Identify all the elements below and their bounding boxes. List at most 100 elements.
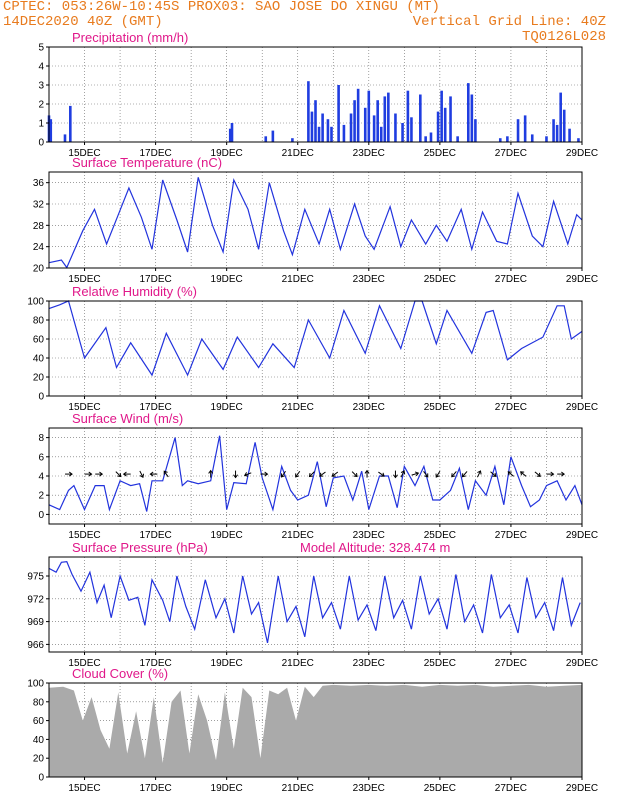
- wind-arrow: [122, 471, 131, 477]
- precip-bar: [317, 126, 321, 142]
- header-line1: CPTEC: 053:26W-10:45S PROX03: SAO JOSE D…: [3, 0, 440, 15]
- y-tick-label: 100: [27, 679, 44, 690]
- wind-arrow: [65, 471, 73, 477]
- wind-arrow: [95, 471, 104, 477]
- precip-bar: [230, 123, 234, 142]
- y-tick-label: 1: [38, 119, 44, 130]
- x-tick-label: 25DEC: [424, 274, 456, 285]
- cloud-area: [49, 684, 582, 777]
- y-tick-label: 4: [38, 472, 44, 483]
- precip-bar: [376, 100, 379, 142]
- precip-bar: [379, 126, 383, 142]
- precip-bar: [466, 83, 470, 142]
- precip-bar: [552, 119, 555, 142]
- precip-bar: [545, 136, 548, 142]
- x-tick-label: 29DEC: [566, 658, 598, 669]
- x-tick-label: 25DEC: [424, 530, 456, 541]
- header-grid-line: Vertical Grid Line: 40Z: [412, 14, 606, 30]
- wind-arrow: [163, 470, 169, 478]
- x-tick-label: 23DEC: [353, 658, 385, 669]
- precip-bar: [383, 96, 387, 142]
- wind-arrow: [520, 471, 527, 477]
- x-tick-label: 17DEC: [139, 783, 171, 794]
- precip-bar: [342, 124, 346, 142]
- x-tick-label: 27DEC: [495, 530, 527, 541]
- x-tick-label: 19DEC: [211, 402, 243, 413]
- x-tick-label: 25DEC: [424, 402, 456, 413]
- precip-bar: [363, 107, 367, 142]
- x-tick-label: 23DEC: [353, 274, 385, 285]
- panel-cloud: 0 20 40 60 80 100 15DEC 17DEC 19DEC 21DEC 23DEC 25D…: [27, 666, 598, 794]
- precip-bar: [410, 117, 413, 142]
- x-tick-label: 19DEC: [211, 148, 243, 159]
- wind-arrow: [461, 471, 468, 478]
- precip-bar: [307, 81, 310, 142]
- y-tick-label: 60: [33, 335, 45, 346]
- x-tick-label: 15DEC: [68, 402, 100, 413]
- y-tick-label: 0: [38, 510, 44, 521]
- wind-arrow: [435, 470, 441, 478]
- panel-frame: [48, 300, 583, 397]
- wind-arrow: [546, 471, 555, 477]
- x-tick-label: 17DEC: [139, 530, 171, 541]
- precip-bar: [470, 94, 474, 142]
- wind-arrow: [149, 471, 158, 477]
- y-tick-label: 2: [38, 100, 44, 111]
- wind-line: [48, 435, 583, 512]
- precip-bar: [456, 136, 459, 142]
- precip-bar: [419, 94, 422, 142]
- precip-bar: [449, 96, 452, 142]
- precip-bar: [330, 126, 333, 142]
- wind-arrow: [233, 470, 239, 479]
- y-tick-label: 28: [33, 221, 45, 232]
- x-tick-label: 25DEC: [424, 783, 456, 794]
- x-tick-label: 21DEC: [282, 530, 314, 541]
- rh-line: [48, 300, 583, 377]
- wind-arrow: [534, 471, 541, 477]
- wind-arrow: [476, 470, 482, 478]
- x-tick-label: 21DEC: [282, 274, 314, 285]
- y-tick-label: 3: [38, 81, 44, 92]
- y-tick-label: 0: [38, 138, 44, 149]
- precip-bar: [429, 132, 433, 142]
- precip-bar: [69, 105, 72, 142]
- y-tick-label: 0: [38, 773, 44, 784]
- precip-bar: [577, 138, 580, 142]
- x-tick-label: 29DEC: [566, 530, 598, 541]
- y-tick-label: 975: [27, 572, 44, 583]
- y-tick-label: 2: [38, 491, 44, 502]
- x-tick-label: 27DEC: [495, 658, 527, 669]
- header-run-id: TQ0126L028: [521, 29, 606, 45]
- x-tick-label: 21DEC: [282, 658, 314, 669]
- precip-bar: [63, 134, 67, 142]
- precip-bar: [387, 92, 390, 142]
- y-tick-label: 20: [33, 373, 45, 384]
- y-tick-label: 966: [27, 640, 44, 651]
- header-date: 14DEC2020 40Z (GMT): [3, 14, 163, 30]
- x-tick-label: 15DEC: [68, 658, 100, 669]
- wind-arrow: [139, 470, 145, 478]
- y-tick-label: 100: [27, 297, 44, 308]
- wind-arrow: [451, 471, 457, 478]
- panel-title: Cloud Cover (%): [72, 666, 168, 681]
- panel-title: Relative Humidity (%): [72, 284, 197, 299]
- precip-bar: [367, 90, 371, 142]
- x-tick-label: 27DEC: [495, 402, 527, 413]
- x-tick-label: 19DEC: [211, 783, 243, 794]
- panel-title: Precipitation (mm/h): [72, 30, 188, 45]
- y-tick-label: 80: [33, 316, 45, 327]
- precip-bar: [562, 109, 566, 142]
- precip-bar: [401, 123, 404, 142]
- x-tick-label: 17DEC: [139, 274, 171, 285]
- x-tick-label: 15DEC: [68, 148, 100, 159]
- panel-frame: [48, 556, 583, 653]
- panel-title: Surface Temperature (nC): [72, 155, 222, 170]
- panel-rh: 0 20 40 60 80 100 15DEC 17DEC 19DEC 21DEC 23DEC 25D…: [27, 284, 598, 413]
- x-tick-label: 17DEC: [139, 148, 171, 159]
- wind-arrow: [295, 470, 301, 478]
- precip-bar: [310, 111, 314, 142]
- precip-bar: [49, 119, 53, 142]
- precip-bar: [530, 134, 534, 142]
- precip-bar: [568, 128, 571, 142]
- pressure-line: [48, 560, 581, 644]
